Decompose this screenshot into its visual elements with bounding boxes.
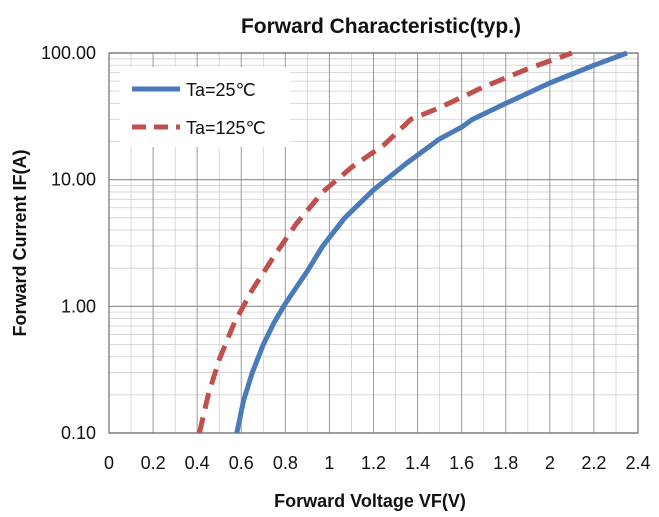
legend: Ta=25℃ Ta=125℃: [120, 67, 290, 147]
y-tick-labels: 0.10 1.00 10.00 100.00: [41, 43, 96, 443]
x-tick-label: 0.2: [141, 453, 166, 473]
y-tick-label: 0.10: [61, 423, 96, 443]
series-line-ta125: [196, 50, 573, 434]
x-tick-label: 2: [545, 453, 555, 473]
legend-box: [120, 67, 290, 147]
x-tick-label: 1.2: [361, 453, 386, 473]
legend-label-ta25: Ta=25℃: [186, 80, 256, 100]
x-tick-label: 1: [324, 453, 334, 473]
x-tick-label: 0.6: [229, 453, 254, 473]
x-tick-labels: 0 0.2 0.4 0.6 0.8 1 1.2 1.4 1.6 1.8 2 2.2 2.4: [104, 453, 651, 473]
x-tick-label: 1.8: [493, 453, 518, 473]
y-axis-title: Forward Current IF(A): [10, 149, 30, 336]
x-tick-label: 0.4: [185, 453, 210, 473]
x-tick-label: 1.4: [405, 453, 430, 473]
plot-area-border: [108, 52, 639, 434]
y-tick-label: 1.00: [61, 296, 96, 316]
y-tick-label: 10.00: [51, 170, 96, 190]
series-layer: [196, 50, 628, 434]
chart-title: Forward Characteristic(typ.): [241, 15, 521, 38]
x-tick-label: 2.2: [581, 453, 606, 473]
x-tick-label: 1.6: [449, 453, 474, 473]
x-tick-label: 0.8: [273, 453, 298, 473]
y-tick-label: 100.00: [41, 43, 96, 63]
x-tick-label: 0: [104, 453, 114, 473]
legend-label-ta125: Ta=125℃: [186, 118, 266, 138]
x-tick-label: 2.4: [625, 453, 650, 473]
series-line-ta25: [234, 50, 628, 434]
x-axis-title: Forward Voltage VF(V): [274, 491, 466, 511]
